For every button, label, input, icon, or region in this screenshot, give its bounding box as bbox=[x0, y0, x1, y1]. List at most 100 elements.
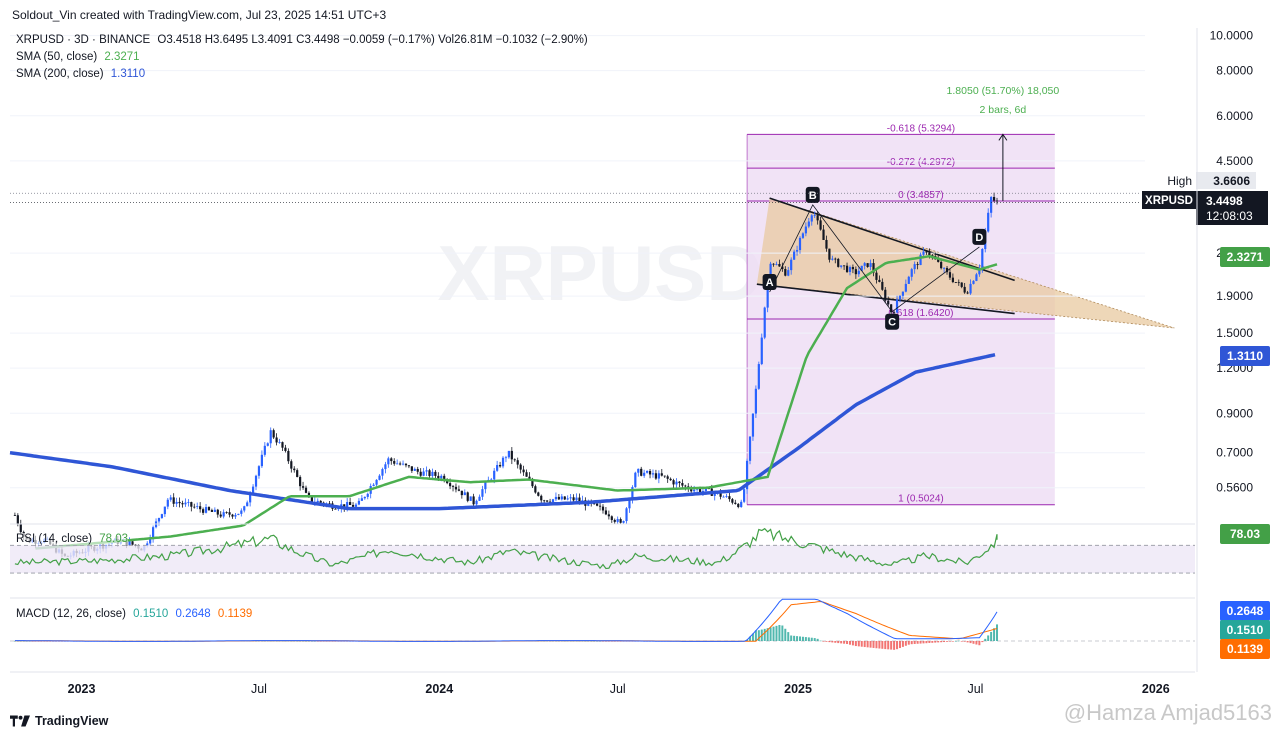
candle-body bbox=[360, 498, 363, 501]
rsi-legend[interactable]: RSI (14, close) 78.03 bbox=[16, 533, 129, 545]
macd-histogram-bar bbox=[922, 641, 925, 644]
sma50-legend[interactable]: SMA (50, close) 2.3271 bbox=[16, 51, 140, 63]
candle-body bbox=[128, 541, 131, 546]
candle-body bbox=[992, 197, 996, 201]
candle-body bbox=[172, 497, 175, 504]
macd-histogram-bar bbox=[40, 641, 43, 642]
macd-histogram-bar bbox=[960, 641, 963, 642]
candle-body bbox=[663, 475, 666, 477]
candle-body bbox=[884, 289, 887, 301]
macd-histogram-bar bbox=[590, 640, 593, 642]
sma50-label: SMA (50, close) bbox=[16, 51, 98, 63]
candle-body bbox=[13, 515, 17, 516]
candle-body bbox=[990, 197, 993, 213]
macd-histogram-bar bbox=[966, 641, 969, 643]
candle-body bbox=[131, 541, 134, 545]
candle-body bbox=[828, 248, 831, 260]
candle-body bbox=[613, 519, 616, 522]
candle-body bbox=[831, 258, 834, 260]
fib-level-label: -0.272 (4.2972) bbox=[887, 157, 955, 168]
candle-body bbox=[648, 470, 652, 475]
candle-body bbox=[775, 263, 778, 265]
candle-body bbox=[637, 468, 640, 473]
time-axis-tick: Jul bbox=[610, 682, 626, 696]
candle-body bbox=[898, 295, 902, 300]
macd-histogram-bar bbox=[325, 641, 328, 642]
tradingview-brand[interactable]: TradingView bbox=[10, 714, 108, 728]
candle-body bbox=[346, 502, 349, 508]
candle-body bbox=[407, 465, 411, 467]
candle-body bbox=[169, 497, 172, 500]
candle-body bbox=[166, 499, 169, 507]
candle-body bbox=[798, 237, 802, 251]
candle-body bbox=[390, 458, 393, 462]
candle-body bbox=[892, 312, 896, 314]
macd-histogram-bar bbox=[599, 640, 602, 642]
macd-histogram-bar bbox=[890, 641, 893, 650]
sma200-legend[interactable]: SMA (200, close) 1.3110 bbox=[16, 68, 145, 80]
macd-histogram-bar bbox=[13, 640, 16, 642]
macd-histogram-bar bbox=[822, 641, 825, 642]
candle-body bbox=[822, 229, 825, 240]
candle-body bbox=[598, 505, 602, 507]
candle-body bbox=[837, 258, 840, 267]
macd-histogram-bar bbox=[831, 641, 834, 643]
macd-histogram-bar bbox=[593, 640, 596, 642]
candle-body bbox=[234, 514, 237, 517]
candle-body bbox=[463, 492, 466, 496]
macd-legend[interactable]: MACD (12, 26, close) 0.1510 0.2648 0.113… bbox=[16, 608, 252, 620]
candle-body bbox=[254, 475, 258, 487]
candle-body bbox=[196, 506, 199, 508]
macd-histogram-bar bbox=[990, 631, 993, 641]
candle-body bbox=[881, 281, 884, 290]
candle-body bbox=[563, 496, 566, 500]
macd-histogram-bar bbox=[954, 640, 957, 642]
candle-body bbox=[249, 494, 252, 503]
sma50-value: 2.3271 bbox=[104, 51, 140, 63]
candle-body bbox=[152, 527, 155, 539]
candle-body bbox=[443, 475, 446, 481]
macd-histogram-bar bbox=[302, 640, 305, 642]
candle-body bbox=[875, 272, 878, 280]
macd-histogram-bar bbox=[313, 640, 316, 642]
candle-body bbox=[575, 497, 578, 501]
candle-body bbox=[149, 538, 152, 544]
rsi-value: 78.03 bbox=[99, 533, 129, 545]
macd-histogram-bar bbox=[848, 641, 851, 645]
candle-body bbox=[134, 544, 137, 546]
candle-body bbox=[557, 496, 560, 500]
candle-body bbox=[813, 215, 816, 217]
candle-body bbox=[728, 496, 731, 500]
symbol-legend[interactable]: XRPUSD · 3D · BINANCE O3.4518 H3.6495 L3… bbox=[16, 34, 588, 46]
pattern-point-label: A bbox=[766, 277, 774, 289]
sma200-label: SMA (200, close) bbox=[16, 68, 104, 80]
candle-body bbox=[581, 500, 584, 502]
candle-body bbox=[381, 469, 384, 476]
author-watermark: @Hamza Amjad5163 bbox=[1063, 700, 1272, 725]
macd-hist-tag: 0.1510 bbox=[1220, 620, 1270, 640]
candle-body bbox=[772, 263, 775, 265]
macd-histogram-bar bbox=[810, 637, 813, 641]
candle-body bbox=[722, 496, 725, 498]
price-axis-tick: 10.0000 bbox=[1210, 29, 1254, 43]
candle-body bbox=[546, 500, 549, 502]
candle-body bbox=[610, 516, 613, 520]
rsi-label: RSI (14, close) bbox=[16, 533, 93, 545]
macd-histogram-bar bbox=[872, 641, 875, 648]
candle-body bbox=[193, 506, 196, 508]
candle-body bbox=[698, 488, 702, 493]
candle-body bbox=[725, 496, 728, 497]
macd-histogram-bar bbox=[881, 641, 884, 649]
candle-body bbox=[669, 478, 672, 481]
candle-body bbox=[240, 510, 243, 514]
macd-histogram-bar bbox=[919, 641, 922, 644]
macd-histogram-bar bbox=[787, 632, 790, 641]
candle-body bbox=[246, 502, 249, 507]
macd-histogram-bar bbox=[972, 641, 975, 644]
candle-body bbox=[434, 471, 437, 476]
macd-histogram-bar bbox=[825, 641, 828, 642]
candle-body bbox=[596, 503, 599, 506]
candle-body bbox=[448, 483, 452, 487]
macd-histogram-bar bbox=[37, 641, 40, 642]
